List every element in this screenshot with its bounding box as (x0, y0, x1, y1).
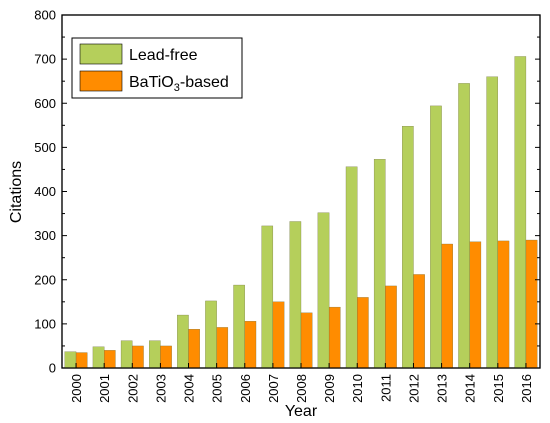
legend-swatch-lead-free (79, 43, 123, 65)
x-tick-label: 2004 (182, 374, 197, 403)
bar-batio3-based-2000 (75, 352, 88, 369)
bar-lead-free-2010 (345, 166, 358, 369)
bar-batio3-based-2004 (188, 329, 200, 369)
bar-batio3-based-2003 (160, 345, 172, 369)
plot-border (61, 14, 541, 369)
legend-label-batio3-subscript: 3 (174, 82, 180, 94)
bar-batio3-based-2005 (216, 327, 229, 369)
y-axis: 0 100 200 300 400 500 600 700 800 (34, 8, 540, 376)
y-tick-label: 500 (34, 140, 56, 155)
bar-batio3-based-2007 (272, 301, 285, 369)
bar-batio3-based-2012 (413, 274, 425, 369)
bar-lead-free-2015 (486, 76, 498, 369)
legend-label-lead-free: Lead-free (129, 47, 198, 64)
x-axis: 2000 2001 2002 2003 2004 2005 2006 2007 2008 2009… (69, 363, 534, 403)
bar-lead-free-2001 (92, 346, 105, 369)
x-tick-label: 2016 (519, 374, 534, 403)
x-tick-label: 2002 (125, 374, 140, 403)
bar-batio3-based-2014 (469, 241, 482, 369)
x-tick-label: 2008 (294, 374, 309, 403)
y-tick-label: 400 (34, 184, 56, 199)
y-axis-title: Citations (8, 161, 25, 223)
bar-batio3-based-2006 (244, 321, 257, 369)
bar-batio3-based-2015 (497, 240, 510, 369)
bar-lead-free-2003 (149, 340, 161, 369)
y-tick-label: 200 (34, 272, 56, 287)
bar-lead-free-2008 (289, 221, 302, 369)
bar-lead-free-2005 (205, 300, 217, 369)
bar-batio3-based-2016 (525, 239, 538, 369)
legend-label-batio3-based: BaTiO3-based (129, 74, 229, 94)
y-tick-label: 0 (49, 361, 56, 376)
bar-lead-free-2014 (458, 83, 470, 369)
x-tick-label: 2000 (69, 374, 84, 403)
bar-lead-free-2013 (430, 105, 442, 369)
bar-lead-free-2011 (373, 159, 386, 369)
x-tick-label: 2015 (491, 374, 506, 403)
x-tick-label: 2007 (266, 374, 281, 403)
y-tick-label: 300 (34, 228, 56, 243)
x-tick-label: 2014 (463, 374, 478, 403)
x-tick-label: 2001 (97, 374, 112, 403)
legend: Lead-free BaTiO3-based (71, 37, 243, 99)
x-tick-label: 2013 (435, 374, 450, 403)
bar-lead-free-2006 (233, 284, 245, 369)
legend-label-batio3-suffix: -based (180, 74, 229, 91)
y-tick-label: 600 (34, 96, 56, 111)
legend-swatch-batio3-based (79, 70, 123, 92)
x-tick-label: 2006 (238, 374, 253, 403)
bar-lead-free-2002 (120, 340, 133, 369)
bar-lead-free-2009 (317, 212, 330, 369)
bar-lead-free-2012 (402, 126, 414, 369)
bar-lead-free-2000 (64, 351, 77, 369)
x-tick-label: 2003 (153, 374, 168, 403)
y-tick-label: 700 (34, 52, 56, 67)
bar-lead-free-2016 (514, 56, 527, 369)
bar-batio3-based-2002 (132, 345, 144, 369)
x-tick-label: 2010 (350, 374, 365, 403)
y-tick-label: 100 (34, 316, 56, 331)
x-tick-label: 2009 (322, 374, 337, 403)
bar-batio3-based-2001 (104, 350, 116, 369)
bar-lead-free-2007 (261, 225, 274, 369)
x-axis-title: Year (285, 403, 318, 420)
x-tick-label: 2012 (406, 374, 421, 403)
x-tick-label: 2005 (210, 374, 225, 403)
bar-lead-free-2004 (177, 314, 189, 369)
bars (64, 56, 538, 369)
bar-batio3-based-2011 (385, 285, 397, 369)
bar-batio3-based-2010 (357, 297, 369, 369)
bar-batio3-based-2008 (300, 312, 313, 369)
x-tick-label: 2011 (378, 374, 393, 402)
bar-batio3-based-2013 (441, 243, 453, 369)
y-tick-label: 800 (34, 8, 56, 23)
bar-batio3-based-2009 (328, 306, 341, 369)
legend-label-batio3-main: BaTiO (129, 74, 174, 91)
